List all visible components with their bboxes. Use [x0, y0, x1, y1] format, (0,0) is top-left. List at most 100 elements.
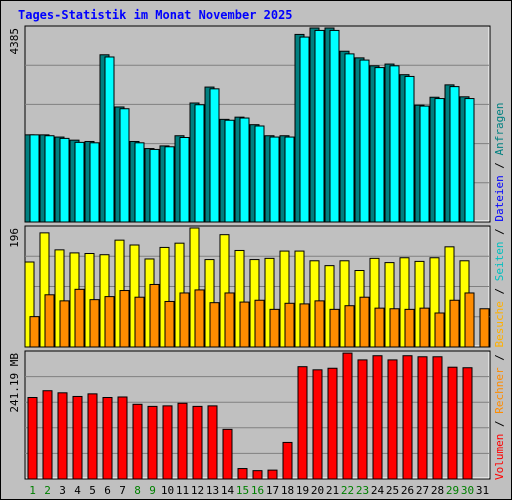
- x-tick-label: 9: [149, 484, 156, 497]
- bar-Volumen-8: [132, 403, 143, 480]
- bar-Volumen-26: [402, 355, 413, 480]
- x-tick-label: 7: [119, 484, 126, 497]
- bar-Volumen-24: [372, 355, 383, 480]
- x-tick-label: 2: [44, 484, 51, 497]
- bar-Besuche-5: [89, 299, 100, 348]
- bar-Besuche-19: [299, 303, 310, 348]
- x-tick-label: 25: [386, 484, 399, 497]
- series-Dateien: [29, 29, 475, 223]
- bar-Volumen-12: [192, 405, 203, 480]
- legend-separator: /: [493, 155, 506, 175]
- bar-Dateien-18: [284, 136, 295, 223]
- bar-Dateien-22: [344, 53, 355, 223]
- bar-Besuche-12: [194, 289, 205, 348]
- bar-Volumen-14: [222, 428, 233, 480]
- bar-Besuche-26: [404, 308, 415, 348]
- x-tick-label: 17: [266, 484, 279, 497]
- bar-Dateien-20: [314, 29, 325, 223]
- legend-item-dateien: Dateien: [493, 175, 506, 221]
- legend-item-volumen: Volumen: [493, 434, 506, 480]
- bar-Volumen-18: [282, 441, 293, 480]
- bar-Volumen-20: [312, 369, 323, 480]
- bar-Besuche-7: [119, 290, 130, 348]
- bar-Besuche-29: [449, 299, 460, 348]
- bar-Volumen-25: [387, 359, 398, 480]
- bar-Volumen-4: [72, 395, 83, 480]
- bar-Dateien-3: [59, 137, 70, 223]
- x-tick-label: 15: [236, 484, 249, 497]
- bar-Besuche-15: [239, 301, 250, 348]
- bar-Besuche-20: [314, 300, 325, 348]
- bar-Volumen-9: [147, 405, 158, 480]
- x-tick-label: 30: [461, 484, 474, 497]
- x-tick-label: 21: [326, 484, 339, 497]
- bar-Besuche-25: [389, 308, 400, 348]
- bar-Besuche-23: [359, 296, 370, 348]
- panel-volume: 241.19 MB: [8, 350, 491, 480]
- bar-Besuche-9: [149, 283, 160, 348]
- x-tick-label: 1: [29, 484, 36, 497]
- bar-Besuche-31: [479, 308, 490, 348]
- bar-Besuche-1: [29, 316, 40, 348]
- x-tick-label: 10: [161, 484, 174, 497]
- bar-Volumen-1: [27, 397, 38, 480]
- bar-Dateien-17: [269, 136, 280, 223]
- x-tick-label: 8: [134, 484, 141, 497]
- bar-Dateien-19: [299, 36, 310, 223]
- x-tick-label: 12: [191, 484, 204, 497]
- bar-Volumen-15: [237, 468, 248, 480]
- bar-Dateien-13: [209, 88, 220, 223]
- bar-Dateien-27: [419, 105, 430, 223]
- bar-Volumen-13: [207, 405, 218, 480]
- x-tick-label: 24: [371, 484, 385, 497]
- bar-Besuche-6: [104, 296, 115, 348]
- bar-Dateien-12: [194, 104, 205, 223]
- bar-Dateien-29: [449, 86, 460, 223]
- x-tick-label: 28: [431, 484, 444, 497]
- bar-Besuche-30: [464, 292, 475, 348]
- axis-max-label-hits: 4385: [8, 28, 21, 55]
- bar-Volumen-6: [102, 397, 113, 480]
- bar-Dateien-2: [44, 135, 55, 223]
- bar-Dateien-5: [89, 142, 100, 223]
- bar-Dateien-6: [104, 56, 115, 223]
- bar-Volumen-10: [162, 405, 173, 480]
- bar-Dateien-26: [404, 75, 415, 223]
- bar-Dateien-25: [389, 65, 400, 223]
- x-tick-label: 11: [176, 484, 189, 497]
- x-tick-label: 29: [446, 484, 459, 497]
- x-tick-label: 6: [104, 484, 111, 497]
- bar-Besuche-17: [269, 308, 280, 348]
- bar-Besuche-13: [209, 302, 220, 348]
- bar-Besuche-27: [419, 307, 430, 348]
- bar-Dateien-11: [179, 136, 190, 223]
- bar-Dateien-4: [74, 141, 85, 223]
- x-tick-label: 20: [311, 484, 324, 497]
- bar-Volumen-21: [327, 367, 338, 480]
- x-tick-label: 26: [401, 484, 414, 497]
- bar-Volumen-22: [342, 352, 353, 480]
- bar-Dateien-7: [119, 108, 130, 223]
- bar-Volumen-19: [297, 366, 308, 480]
- bar-Besuche-3: [59, 300, 70, 348]
- bar-Dateien-14: [224, 119, 235, 223]
- x-tick-label: 31: [476, 484, 489, 497]
- bar-Besuche-14: [224, 292, 235, 348]
- bar-Besuche-4: [74, 288, 85, 348]
- x-tick-label: 5: [89, 484, 96, 497]
- bar-Volumen-16: [252, 470, 263, 480]
- bar-Besuche-18: [284, 302, 295, 348]
- bar-Volumen-17: [267, 469, 278, 480]
- bar-Besuche-22: [344, 305, 355, 348]
- bar-Besuche-28: [434, 312, 445, 348]
- bar-Dateien-23: [359, 59, 370, 223]
- bar-Dateien-10: [164, 146, 175, 223]
- bar-Dateien-15: [239, 117, 250, 223]
- bar-Volumen-3: [57, 392, 68, 480]
- bar-Volumen-5: [87, 393, 98, 480]
- x-tick-label: 18: [281, 484, 294, 497]
- legend-item-anfragen: Anfragen: [493, 102, 506, 155]
- bar-Volumen-2: [42, 390, 53, 480]
- legend-item-besuche: Besuche: [493, 301, 506, 347]
